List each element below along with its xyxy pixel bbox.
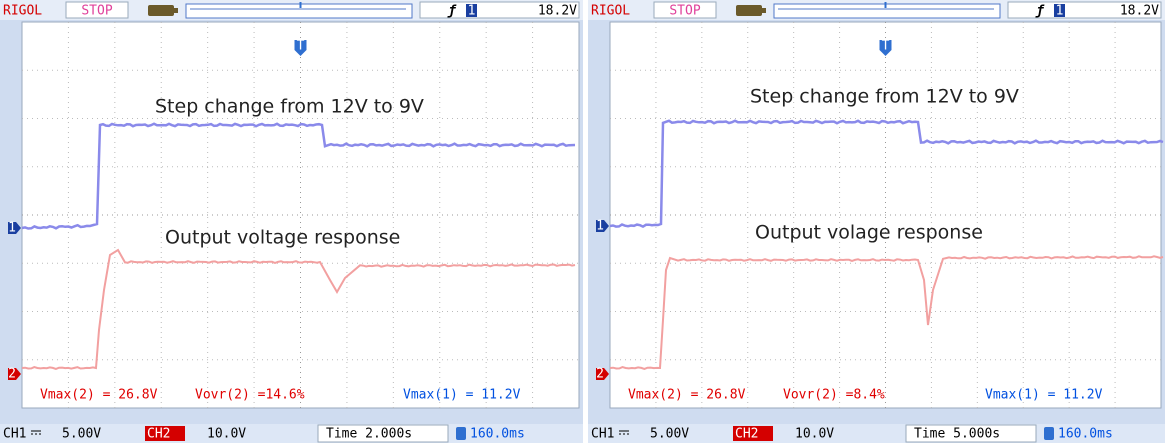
- status-box: [65, 1, 129, 19]
- ch1-label: CH1: [591, 427, 614, 442]
- status: STOP: [669, 4, 700, 19]
- trigger-offset: 160.0ms: [1058, 427, 1113, 442]
- screen: [21, 21, 580, 409]
- trigger-channel: 1: [468, 4, 476, 19]
- battery-tip: [762, 8, 766, 13]
- trigger-box: [419, 1, 580, 19]
- channel-marker: 1: [596, 219, 604, 234]
- channel-marker-icon: [596, 220, 609, 232]
- trigger-box: [1007, 1, 1162, 19]
- brand: RIGOL: [3, 4, 42, 19]
- status-box: [653, 1, 717, 19]
- channel-marker: 2: [8, 367, 16, 382]
- trigger-level: 18.2V: [1120, 4, 1159, 19]
- ch1-scale: 5.00V: [62, 427, 101, 442]
- annotation: Step change from 12V to 9V: [155, 96, 424, 118]
- ch2-waveform: [609, 255, 1164, 370]
- channel-marker: 2: [596, 367, 604, 382]
- measurement: Vmax(2) = 26.8V: [40, 388, 158, 403]
- measurement: Vmax(1) = 11.2V: [985, 388, 1103, 403]
- ch1-scale: 5.00V: [650, 427, 689, 442]
- measurement: Vovr(2) =14.6%: [195, 388, 305, 403]
- ch1-waveform: [21, 122, 576, 230]
- annotation: Output voltage response: [165, 227, 400, 249]
- ch2-label-box: [733, 426, 773, 441]
- annotation: Step change from 12V to 9V: [750, 86, 1019, 108]
- channel-marker: 1: [8, 221, 16, 236]
- ch2-waveform: [21, 248, 576, 370]
- measurement: Vmax(2) = 26.8V: [628, 388, 746, 403]
- trigger-marker: T: [882, 39, 890, 54]
- ch2-scale: 10.0V: [207, 427, 246, 442]
- ch1-waveform: [609, 119, 1164, 229]
- brand: RIGOL: [591, 4, 630, 19]
- timebase: Time 2.000s: [326, 427, 412, 442]
- battery-icon: [148, 5, 174, 16]
- dc-coupling-icon: [619, 430, 629, 435]
- memory-overview: [185, 3, 413, 19]
- trigger-channel-box: [1054, 4, 1065, 17]
- ch2-label-box: [145, 426, 185, 441]
- ch1-label: CH1: [3, 427, 26, 442]
- trigger-edge: ƒ: [447, 4, 457, 19]
- trigger-channel-box: [466, 4, 477, 17]
- timebase: Time 5.000s: [914, 427, 1000, 442]
- battery-icon: [736, 5, 762, 16]
- ch2-label: CH2: [735, 427, 758, 442]
- trigger-offset: 160.0ms: [470, 427, 525, 442]
- channel-marker-icon: [8, 222, 21, 234]
- ch2-label: CH2: [147, 427, 170, 442]
- offset-icon: [456, 427, 466, 440]
- measurement: Vovr(2) =8.4%: [783, 388, 885, 403]
- ch2-scale: 10.0V: [795, 427, 834, 442]
- timebase-box: [905, 424, 1037, 443]
- trigger-edge: ƒ: [1035, 4, 1045, 19]
- status: STOP: [81, 4, 112, 19]
- trigger-marker: T: [297, 39, 305, 54]
- channel-marker-icon: [596, 368, 609, 380]
- measurement: Vmax(1) = 11.2V: [403, 388, 521, 403]
- trigger-level: 18.2V: [538, 4, 577, 19]
- dc-coupling-icon: [31, 430, 41, 435]
- annotation: Output volage response: [755, 222, 983, 244]
- trigger-marker-icon: [879, 40, 892, 56]
- memory-overview: [773, 3, 1001, 19]
- timebase-box: [317, 424, 449, 443]
- trigger-marker-icon: [294, 40, 307, 56]
- offset-icon: [1044, 427, 1054, 440]
- channel-marker-icon: [8, 368, 21, 380]
- trigger-channel: 1: [1056, 4, 1064, 19]
- battery-tip: [174, 8, 178, 13]
